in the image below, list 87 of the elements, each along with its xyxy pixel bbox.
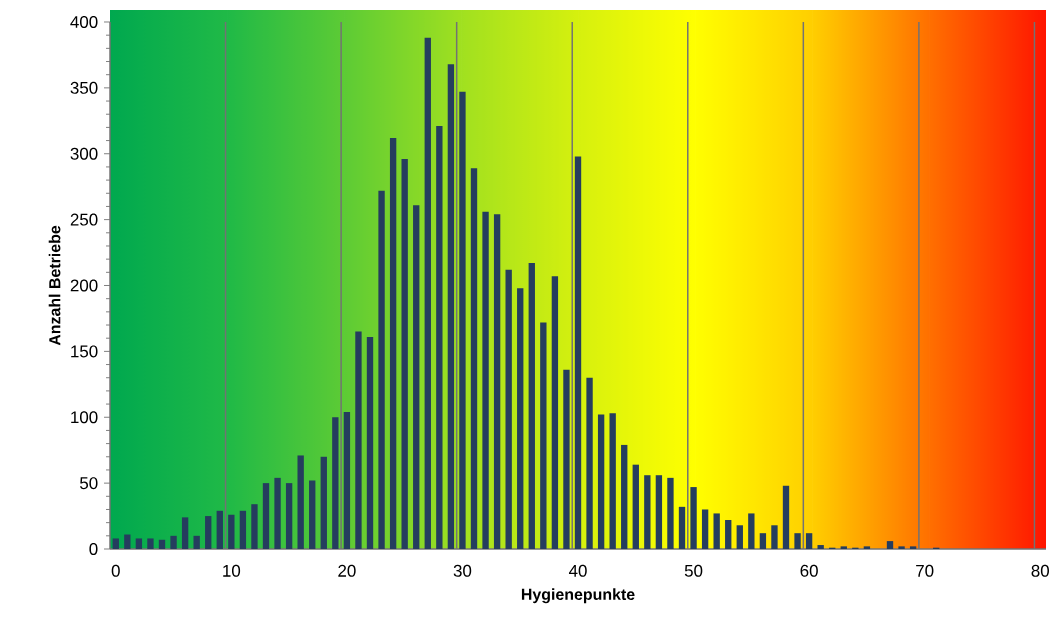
y-tick-label: 300 <box>70 147 98 160</box>
bar <box>447 64 455 549</box>
x-tick-label: 40 <box>568 564 587 577</box>
bar <box>563 369 570 549</box>
bar <box>112 538 119 549</box>
x-axis-title: Hygienepunkte <box>521 588 635 604</box>
bar <box>413 205 420 549</box>
y-axis-title: Anzahl Betriebe <box>48 225 61 346</box>
bar <box>285 483 293 549</box>
bar <box>228 514 235 549</box>
x-tick-label: 80 <box>1031 564 1049 577</box>
bar <box>505 269 512 549</box>
bar <box>482 211 489 549</box>
bar <box>436 126 443 549</box>
x-tick-label: 70 <box>916 564 934 577</box>
y-tick-label: 250 <box>70 213 98 226</box>
bar <box>632 464 639 549</box>
y-tick-label: 100 <box>71 411 98 424</box>
bar <box>678 506 686 549</box>
y-tick-label: 400 <box>70 16 98 28</box>
x-tick-label: 60 <box>800 564 818 577</box>
bar <box>701 509 709 549</box>
bar <box>158 539 166 549</box>
bar <box>597 414 605 549</box>
bar <box>239 510 247 549</box>
bar <box>147 538 154 549</box>
bar <box>517 288 524 549</box>
bar <box>794 533 801 549</box>
bar <box>297 455 304 549</box>
bar <box>401 159 408 549</box>
bar <box>170 535 177 549</box>
y-tick-label: 150 <box>71 345 98 358</box>
bar <box>540 322 547 549</box>
bar <box>609 413 616 549</box>
x-tick-label: 10 <box>223 564 241 577</box>
y-tick-label: 350 <box>70 81 98 94</box>
bar <box>251 504 258 549</box>
bar <box>817 545 824 549</box>
bar <box>493 214 501 549</box>
bar <box>355 331 362 549</box>
bar <box>378 190 385 549</box>
bar <box>574 156 582 549</box>
bar <box>193 535 200 549</box>
bar <box>389 137 397 549</box>
bar <box>840 546 847 549</box>
bar <box>262 483 270 549</box>
bar <box>736 525 743 549</box>
bar <box>586 377 593 549</box>
bar <box>332 417 339 549</box>
bar <box>366 336 374 549</box>
bar <box>343 411 351 549</box>
bar <box>551 276 559 549</box>
bar <box>771 525 778 549</box>
bar <box>424 37 431 549</box>
y-tick-label: 50 <box>80 477 98 490</box>
x-tick-label: 30 <box>453 564 472 577</box>
bar <box>124 534 131 549</box>
bar <box>759 533 767 549</box>
bar <box>655 475 663 549</box>
x-tick-label: 50 <box>684 564 703 577</box>
bar <box>898 546 905 549</box>
bar <box>135 538 143 549</box>
bar <box>909 546 917 549</box>
bar <box>459 91 466 549</box>
bar <box>690 487 697 549</box>
bar <box>309 480 316 549</box>
bar <box>713 513 720 549</box>
x-tick-label: 20 <box>338 564 356 577</box>
bar <box>805 533 813 549</box>
bar <box>470 168 478 549</box>
bar <box>205 516 212 549</box>
bar <box>274 477 281 549</box>
bar <box>863 546 871 549</box>
bar <box>181 517 189 549</box>
bar <box>644 475 651 549</box>
bar <box>886 541 894 549</box>
bar <box>725 520 732 549</box>
y-tick-label: 200 <box>70 279 98 292</box>
y-tick-label: 0 <box>89 543 98 555</box>
bar <box>748 513 755 549</box>
bar <box>621 444 628 549</box>
bar <box>782 485 790 549</box>
bar <box>216 510 223 549</box>
bar <box>667 477 674 549</box>
x-tick-label: 0 <box>111 564 120 577</box>
bar <box>320 456 327 549</box>
bar <box>528 263 535 549</box>
